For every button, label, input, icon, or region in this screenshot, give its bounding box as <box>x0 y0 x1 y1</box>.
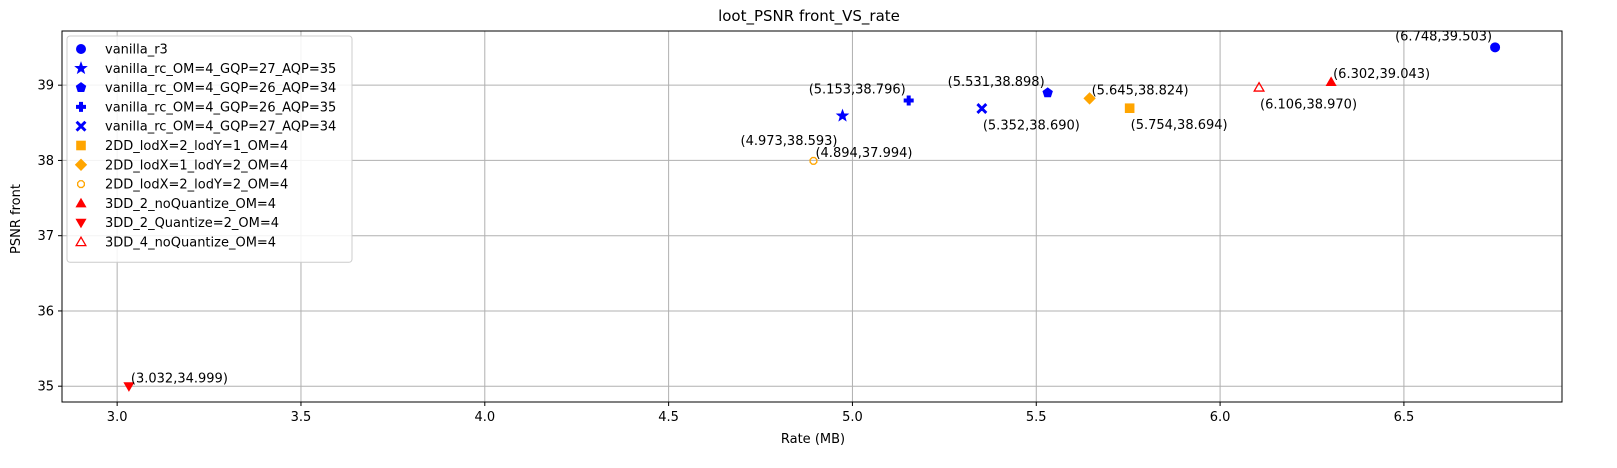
point-annotation: (5.754,38.694) <box>1131 118 1228 133</box>
point-annotations: (6.748,39.503) (4.973,38.593) (5.531,38.89… <box>131 29 1492 386</box>
legend-marker <box>75 82 87 93</box>
plot-frame <box>61 30 1563 403</box>
legend-entry: vanilla_r3 <box>105 43 168 58</box>
legend-marker <box>77 180 85 189</box>
point-annotation: (6.106,38.970) <box>1260 97 1357 112</box>
point-annotation: (5.645,38.824) <box>1092 83 1189 98</box>
data-point <box>1083 92 1096 105</box>
legend-entry: 3DD_2_Quantize=2_OM=4 <box>105 216 279 231</box>
y-tick-label: 37 <box>37 229 54 244</box>
data-point <box>123 382 135 392</box>
x-tick-label: 6.5 <box>1394 410 1415 425</box>
x-axis-label: Rate (MB) <box>781 432 845 447</box>
legend-marker <box>74 158 88 171</box>
data-point <box>903 95 914 106</box>
y-tick-label: 39 <box>37 79 54 94</box>
point-annotation: (4.894,37.994) <box>815 146 912 161</box>
legend-marker <box>75 197 87 208</box>
legend-marker <box>76 101 86 112</box>
legend-entry: 2DD_lodX=1_lodY=2_OM=4 <box>105 158 288 173</box>
point-annotation: (6.302,39.043) <box>1333 67 1430 82</box>
legend-marker <box>75 235 87 247</box>
legend-marker <box>75 120 87 132</box>
legend: vanilla_r3 vanilla_rc_OM=4_GQP=27_AQP=35v… <box>66 35 353 263</box>
legend-entry: 2DD_lodX=2_lodY=2_OM=4 <box>105 178 288 193</box>
point-annotation: (5.531,38.898) <box>948 75 1045 90</box>
legend-marker <box>75 218 87 229</box>
data-point <box>976 103 988 114</box>
data-point <box>835 108 850 122</box>
y-tick-label: 38 <box>37 154 54 169</box>
point-annotation: (3.032,34.999) <box>131 371 228 386</box>
x-tick-label: 3.5 <box>291 410 312 425</box>
x-tick-label: 6.0 <box>1210 410 1231 425</box>
data-point <box>1253 81 1266 92</box>
y-axis-label: PSNR front <box>9 184 24 254</box>
legend-box <box>66 35 353 263</box>
legend-marker <box>76 44 87 55</box>
legend-entry: vanilla_rc_OM=4_GQP=27_AQP=35 <box>105 62 336 77</box>
legend-marker <box>74 61 88 75</box>
data-point <box>1490 42 1501 53</box>
point-annotation: (6.748,39.503) <box>1395 29 1492 44</box>
chart-title: loot_PSNR front_VS_rate <box>718 7 900 26</box>
legend-entry: vanilla_rc_OM=4_GQP=26_AQP=34 <box>105 81 336 96</box>
x-tick-label: 5.0 <box>842 410 863 425</box>
legend-entry: 3DD_4_noQuantize_OM=4 <box>105 236 276 251</box>
data-point <box>1325 76 1337 86</box>
legend-entry: 2DD_lodX=2_lodY=1_OM=4 <box>105 139 288 154</box>
x-axis-ticks: 3.0 3.5 4.0 4.5 5.0 5.5 6.0 6.5 <box>107 402 1414 425</box>
legend-entry: vanilla_rc_OM=4_GQP=26_AQP=35 <box>105 100 336 115</box>
data-point <box>809 156 818 165</box>
point-annotation: (5.153,38.796) <box>809 83 906 98</box>
data-point <box>1042 87 1053 98</box>
y-tick-label: 35 <box>37 380 54 395</box>
x-tick-label: 4.5 <box>658 410 679 425</box>
legend-entry: vanilla_rc_OM=4_GQP=27_AQP=34 <box>105 120 336 135</box>
x-tick-label: 3.0 <box>107 410 128 425</box>
point-annotation: (5.352,38.690) <box>983 119 1080 134</box>
data-points <box>123 42 1501 392</box>
legend-marker <box>76 140 86 151</box>
data-point <box>1124 103 1135 114</box>
point-annotation: (4.973,38.593) <box>741 134 838 149</box>
y-axis-ticks: 35 36 37 38 39 <box>37 79 62 395</box>
x-tick-label: 4.0 <box>474 410 495 425</box>
x-tick-label: 5.5 <box>1026 410 1047 425</box>
legend-entry: 3DD_2_noQuantize_OM=4 <box>105 197 276 212</box>
y-tick-label: 36 <box>37 304 54 319</box>
